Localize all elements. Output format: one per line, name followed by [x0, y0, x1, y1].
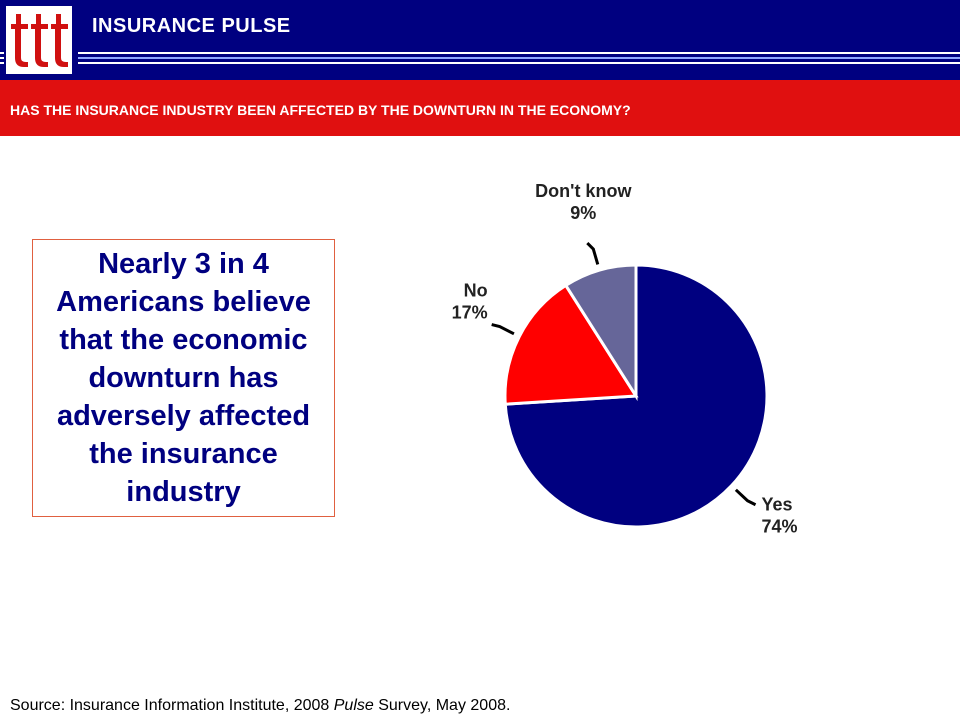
header-rule	[78, 52, 960, 54]
slice-label: No	[464, 281, 488, 301]
header-rule-mark	[0, 52, 4, 54]
slice-value-label: 9%	[570, 203, 596, 223]
slice-label: Don't know	[535, 181, 632, 201]
leader-line	[586, 242, 600, 265]
source-prefix: Source: Insurance Information Institute,…	[10, 697, 334, 714]
pie-slice-no	[503, 283, 639, 406]
leader-line	[491, 323, 515, 336]
source-italic: Pulse	[333, 697, 374, 714]
survey-question: HAS THE INSURANCE INDUSTRY BEEN AFFECTED…	[10, 102, 631, 118]
slice-value-label: 74%	[762, 517, 798, 537]
slice-label: Yes	[762, 495, 793, 515]
iii-logo	[6, 6, 72, 74]
callout-box: Nearly 3 in 4 Americans believe that the…	[32, 239, 335, 517]
question-bar: HAS THE INSURANCE INDUSTRY BEEN AFFECTED…	[0, 80, 960, 136]
slice-value-label: 17%	[452, 303, 488, 323]
header-rule-mark	[0, 62, 4, 64]
header-rule	[78, 62, 960, 64]
header-rule	[78, 57, 960, 59]
source-suffix: Survey, May 2008.	[373, 697, 511, 714]
header-bar: INSURANCE PULSE	[0, 0, 960, 80]
callout-text: Nearly 3 in 4 Americans believe that the…	[56, 248, 311, 508]
brand-title: INSURANCE PULSE	[92, 15, 291, 37]
leader-line	[734, 488, 757, 507]
pie-slice-don-t-know	[563, 263, 638, 402]
header-rule-mark	[0, 57, 4, 59]
source-note: Source: Insurance Information Institute,…	[10, 697, 510, 715]
